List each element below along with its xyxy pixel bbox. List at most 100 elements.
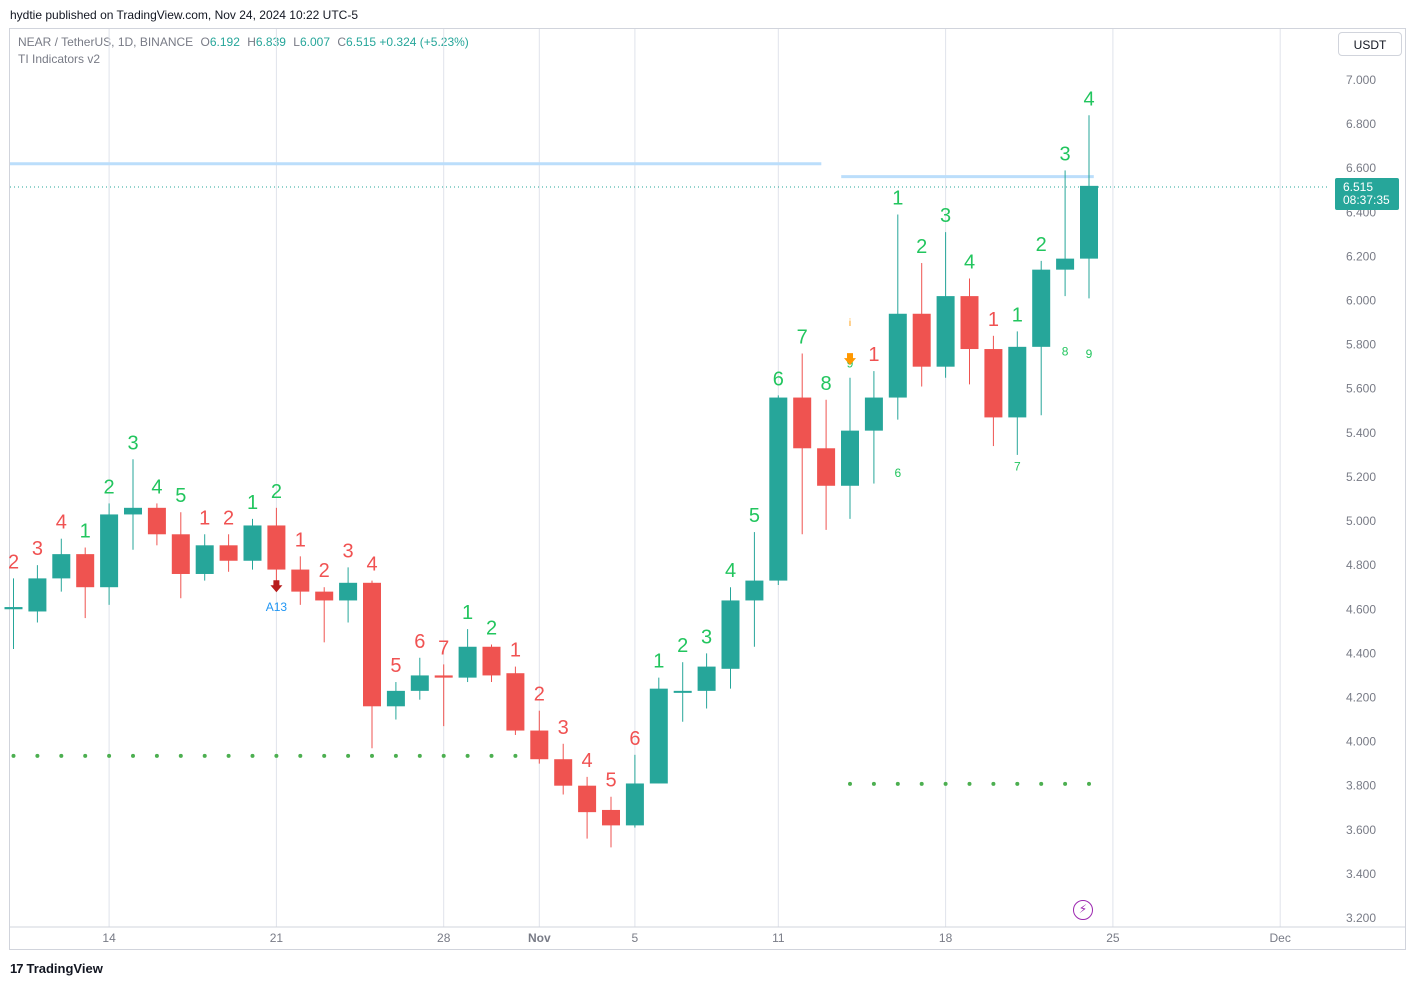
y-tick-label: 6.000	[1346, 294, 1376, 308]
sequential-count-label: 2	[271, 481, 282, 503]
support-dot	[393, 753, 398, 758]
signal-label: i	[849, 318, 851, 329]
candle-body	[195, 545, 214, 574]
sequential-count-label: 3	[940, 205, 951, 227]
sequential-count-label: 7	[438, 637, 449, 659]
candle-body	[888, 313, 907, 398]
support-dot	[322, 753, 327, 758]
sequential-count-label: 4	[964, 251, 975, 273]
signal-arrow-icon	[844, 353, 856, 366]
sequential-count-label: 1	[1012, 304, 1023, 326]
low-value: 6.007	[299, 35, 330, 49]
candle-body	[697, 666, 716, 691]
x-tick-label: Dec	[1270, 931, 1291, 945]
small-count-label: 6	[894, 466, 901, 480]
candle-body	[363, 582, 381, 707]
support-dot	[489, 753, 494, 758]
sequential-count-label: 1	[199, 507, 210, 529]
sequential-count-label: 1	[988, 309, 999, 331]
y-tick-label: 7.000	[1346, 73, 1376, 87]
candle-body	[339, 582, 358, 601]
candle-body	[171, 534, 190, 574]
candle-body	[76, 554, 95, 588]
support-dot	[178, 753, 183, 758]
candle-body	[530, 730, 549, 760]
x-tick-label: 14	[102, 931, 116, 945]
x-tick-label: 21	[270, 931, 284, 945]
tradingview-logo[interactable]: 17 TradingView	[10, 961, 103, 976]
support-dot	[417, 753, 422, 758]
candle-body	[769, 397, 788, 581]
tradingview-logo-icon: 17	[10, 961, 24, 976]
sequential-count-label: 7	[797, 326, 808, 348]
candle-body	[147, 507, 166, 535]
sequential-count-label: 3	[32, 538, 43, 560]
sequential-count-label: 3	[558, 717, 569, 739]
sequential-count-label: 2	[319, 560, 330, 582]
x-tick-label: Nov	[528, 931, 551, 945]
sequential-count-label: 4	[366, 554, 377, 576]
brand-name: TradingView	[26, 961, 103, 976]
candle-body	[817, 448, 836, 486]
signal-label: A13	[266, 600, 288, 614]
sequential-count-label: 1	[295, 529, 306, 551]
y-tick-label: 5.200	[1346, 470, 1376, 484]
flash-icon[interactable]: ⚡	[1073, 900, 1093, 920]
candle-body	[219, 545, 238, 561]
low-label: L	[293, 35, 300, 49]
x-tick-label: 11	[772, 931, 785, 945]
sequential-count-label: 1	[653, 651, 664, 673]
sequential-count-label: 1	[868, 344, 879, 366]
x-tick-label: 25	[1106, 931, 1120, 945]
support-dot	[298, 753, 303, 758]
y-tick-label: 5.400	[1346, 426, 1376, 440]
candle-body	[482, 646, 501, 676]
support-dot	[59, 753, 64, 758]
candle-body	[28, 578, 47, 612]
candle-body	[864, 397, 883, 431]
price-tag-countdown: 08:37:35	[1343, 193, 1390, 207]
support-dot	[1039, 781, 1044, 786]
sequential-count-label: 2	[916, 236, 927, 258]
close-value: 6.515	[346, 35, 377, 49]
support-dot	[1015, 781, 1020, 786]
support-dot	[346, 753, 351, 758]
support-dot	[11, 753, 16, 758]
support-dot	[35, 753, 40, 758]
small-count-label: 9	[1086, 347, 1093, 361]
candle-body	[410, 675, 429, 691]
candle-body	[1008, 346, 1027, 418]
y-tick-label: 4.000	[1346, 735, 1376, 749]
currency-button[interactable]: USDT	[1338, 32, 1402, 56]
x-tick-label: 5	[632, 931, 639, 945]
sequential-count-label: 1	[247, 492, 258, 514]
sequential-count-label: 1	[510, 640, 521, 662]
candle-body	[554, 759, 573, 786]
support-dot	[250, 753, 255, 758]
symbol-name[interactable]: NEAR / TetherUS, 1D, BINANCE	[18, 35, 194, 49]
candle-body	[649, 688, 668, 784]
candle-body	[602, 809, 620, 826]
sequential-count-label: 2	[8, 551, 19, 573]
support-dot	[202, 753, 207, 758]
y-tick-label: 4.800	[1346, 558, 1376, 572]
y-tick-label: 3.200	[1346, 911, 1376, 925]
sequential-count-label: 2	[486, 618, 497, 640]
sequential-count-label: 2	[104, 476, 115, 498]
support-dot	[1087, 781, 1091, 786]
candle-body	[984, 349, 1003, 418]
open-label: O	[200, 35, 210, 49]
candle-body	[1080, 185, 1098, 259]
candle-body	[936, 296, 955, 367]
sequential-count-label: 2	[677, 635, 688, 657]
candle-body	[578, 785, 597, 813]
support-dot	[848, 781, 852, 786]
y-tick-label: 3.800	[1346, 779, 1376, 793]
candle-body	[1056, 258, 1075, 270]
publish-caption: hydtie published on TradingView.com, Nov…	[10, 8, 358, 22]
support-dot	[441, 753, 446, 758]
x-tick-label: 28	[437, 931, 451, 945]
y-tick-label: 6.600	[1346, 161, 1376, 175]
indicator-legend[interactable]: TI Indicators v2	[18, 52, 101, 66]
